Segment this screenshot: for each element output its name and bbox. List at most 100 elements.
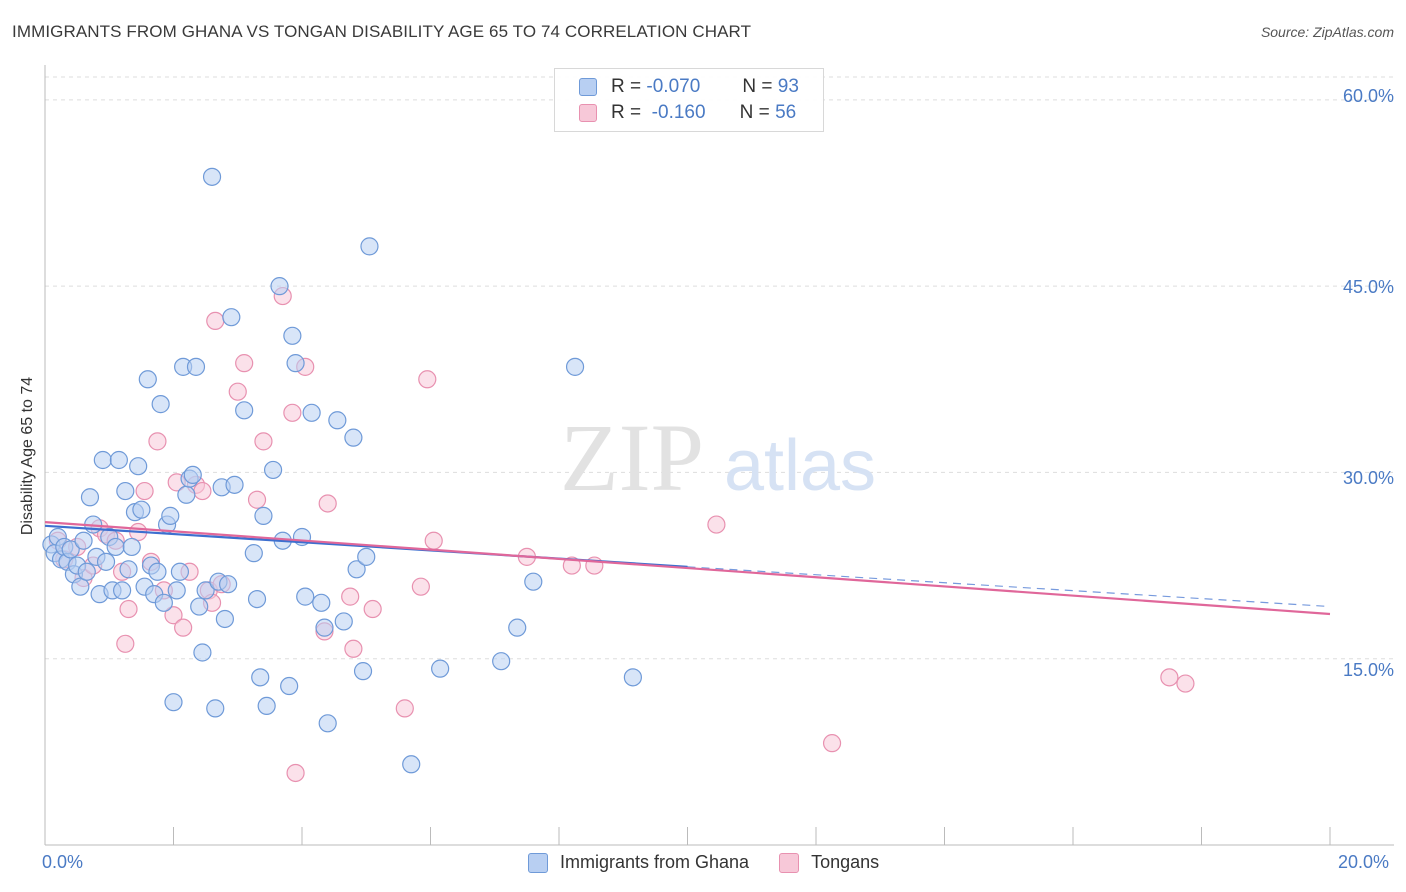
data-point	[402, 755, 421, 774]
data-point	[202, 167, 222, 186]
data-point	[119, 560, 138, 579]
data-point	[707, 515, 726, 534]
data-point	[395, 699, 414, 718]
legend-row-ghana: R = -0.070 N = 93	[579, 75, 799, 99]
trend-line-ghana-extension	[687, 566, 1331, 608]
data-point	[112, 581, 132, 600]
legend-n-label: N =	[739, 102, 770, 123]
legend-r-label: R =	[611, 102, 642, 123]
legend-label: Immigrants from Ghana	[560, 852, 750, 872]
data-point	[492, 652, 511, 671]
trend-line-tongans	[44, 520, 1331, 616]
series-legend: Immigrants from Ghana Tongans	[528, 852, 909, 873]
data-point	[312, 593, 331, 612]
legend-swatch-blue	[528, 852, 548, 873]
chart-title: IMMIGRANTS FROM GHANA VS TONGAN DISABILI…	[12, 22, 752, 41]
data-point	[206, 699, 225, 718]
data-point	[302, 403, 321, 422]
y-tick-label: 15.0%	[1342, 660, 1394, 680]
legend-r-value: -0.070	[646, 76, 701, 97]
legend-swatch-pink	[779, 852, 800, 873]
data-point	[251, 668, 270, 687]
data-point	[280, 676, 299, 696]
data-point	[222, 308, 241, 327]
data-point	[524, 572, 543, 591]
data-point	[96, 552, 116, 571]
data-point	[286, 354, 305, 373]
data-point	[263, 460, 283, 480]
y-axis-label: Disability Age 65 to 74	[19, 376, 36, 536]
data-point	[135, 481, 154, 501]
data-point	[116, 634, 135, 653]
data-point	[318, 714, 337, 733]
data-point	[341, 587, 360, 606]
data-point	[623, 668, 642, 687]
data-point	[206, 311, 225, 331]
data-point	[347, 560, 366, 579]
data-point	[286, 763, 305, 783]
x-tick-label: 20.0%	[1338, 852, 1390, 872]
data-point	[119, 599, 138, 619]
data-point	[74, 531, 93, 550]
source-note: Source: ZipAtlas.com	[1260, 24, 1394, 40]
data-point	[154, 593, 173, 612]
x-tick-label: 0.0%	[42, 852, 84, 872]
data-point	[1176, 674, 1195, 693]
data-point	[424, 531, 443, 550]
data-point	[318, 494, 337, 513]
data-point	[418, 370, 437, 389]
data-point	[164, 693, 183, 712]
data-point	[183, 465, 202, 485]
legend-label: Tongans	[811, 852, 880, 872]
axes	[44, 65, 1394, 846]
data-point	[196, 581, 215, 600]
watermark-atlas: atlas	[724, 426, 876, 506]
data-point	[353, 662, 373, 681]
data-point	[186, 357, 206, 376]
y-tick-label: 60.0%	[1342, 86, 1394, 106]
data-point	[132, 500, 151, 519]
legend-r-value: -0.160	[651, 102, 706, 123]
data-point	[228, 382, 247, 401]
data-point	[80, 488, 100, 507]
data-point	[193, 643, 212, 662]
ghana-points	[42, 167, 642, 774]
data-point	[508, 618, 527, 637]
legend-swatch-blue	[579, 78, 597, 96]
data-point	[257, 696, 276, 716]
legend-item-ghana[interactable]: Immigrants from Ghana	[528, 852, 749, 873]
watermark-zip: ZIP	[560, 404, 704, 511]
data-point	[270, 277, 289, 296]
legend-swatch-pink	[579, 104, 597, 122]
data-point	[177, 485, 196, 504]
data-point	[562, 556, 581, 575]
data-point	[363, 599, 382, 619]
data-point	[106, 537, 125, 557]
data-point	[167, 581, 186, 600]
data-point	[565, 357, 585, 376]
data-point	[235, 354, 254, 373]
data-point	[161, 506, 180, 525]
data-point	[1160, 668, 1179, 687]
data-point	[61, 540, 80, 559]
data-point	[822, 734, 842, 753]
legend-n-label: N =	[742, 76, 773, 97]
data-point	[254, 506, 273, 525]
data-point	[170, 562, 190, 581]
y-tick-label: 30.0%	[1342, 468, 1394, 488]
data-point	[193, 481, 212, 501]
legend-item-tongans[interactable]: Tongans	[779, 852, 879, 873]
data-point	[151, 395, 170, 414]
data-point	[247, 490, 267, 509]
y-tick-label: 45.0%	[1342, 277, 1394, 297]
data-point	[360, 237, 379, 256]
data-point	[334, 612, 353, 631]
data-point	[328, 411, 347, 430]
data-point	[148, 432, 167, 451]
data-point	[109, 450, 128, 470]
data-point	[357, 547, 376, 566]
data-point	[190, 597, 209, 616]
data-point	[344, 639, 363, 658]
data-point	[215, 609, 234, 629]
legend-n-value: 93	[777, 76, 799, 97]
